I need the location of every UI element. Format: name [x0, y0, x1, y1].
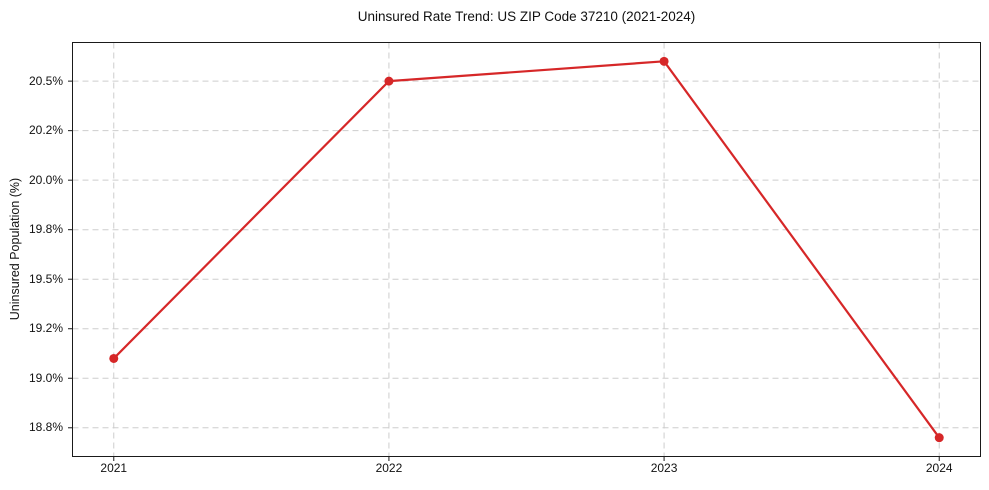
x-tick-label: 2021: [100, 461, 128, 475]
y-tick-label: 20.0%: [28, 172, 63, 187]
chart-title: Uninsured Rate Trend: US ZIP Code 37210 …: [357, 9, 696, 24]
x-tick-label: 2023: [650, 461, 678, 475]
y-tick-label: 20.5%: [28, 73, 63, 88]
plot-border: [72, 42, 981, 457]
trend-line: [112, 60, 941, 439]
x-tick-label: 2022: [375, 461, 403, 475]
data-point-marker: [934, 433, 944, 443]
data-point-marker: [109, 353, 119, 363]
y-tick-label: 20.2%: [28, 123, 63, 138]
y-tick-label: 19.0%: [28, 370, 63, 385]
y-tick-label: 19.5%: [28, 271, 63, 286]
x-tick-label: 2024: [925, 461, 953, 475]
y-tick-label: 18.8%: [28, 420, 63, 435]
y-tick-label: 19.2%: [28, 321, 63, 336]
data-point-marker: [659, 56, 669, 66]
y-tick-label: 19.8%: [28, 222, 63, 237]
data-point-marker: [384, 76, 394, 86]
